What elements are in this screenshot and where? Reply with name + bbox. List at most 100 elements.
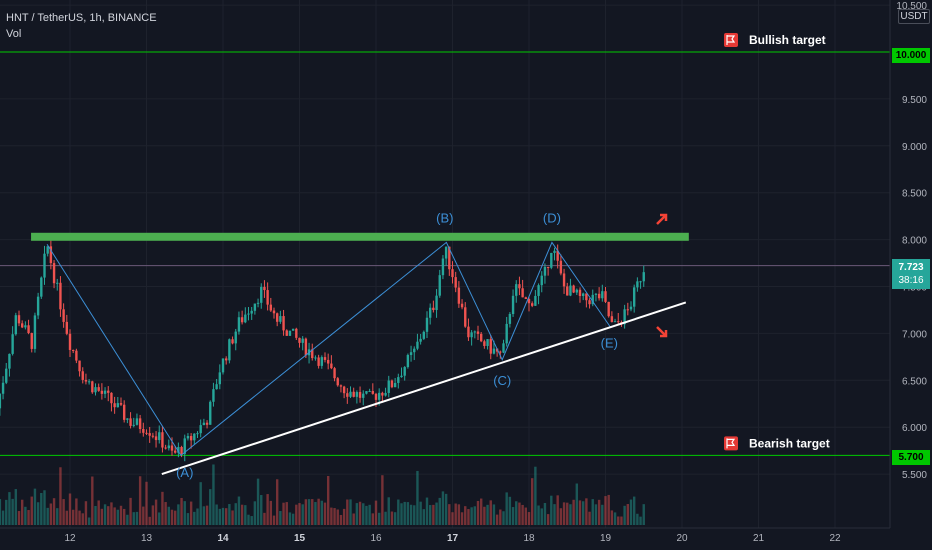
candle-body [518,284,521,289]
volume-bar [346,499,349,525]
wave-label-c: (C) [493,373,511,388]
time-tick-label: 21 [753,533,765,544]
time-tick-label: 12 [64,533,76,544]
candle-body [374,393,378,400]
candle-body [527,298,531,304]
volume-bar [97,500,100,525]
candle-body [52,263,56,284]
candle-body [397,377,400,383]
candle-body [339,385,343,387]
candle-body [607,301,610,317]
volume-bar [228,504,231,525]
candle-body [164,447,167,449]
volume-bar [617,516,620,525]
candle-body [508,314,512,324]
volume-bar [393,512,397,525]
volume-bar [505,492,508,525]
volume-bar [68,493,72,525]
volume-bar [142,506,145,525]
volume-bar [304,499,308,525]
volume-bar [240,504,244,525]
candle-body [275,313,279,322]
volume-bar [626,504,630,525]
candle-body [177,447,180,453]
candle-body [311,349,314,359]
candle-body [591,294,594,305]
candle-body [256,302,260,304]
candle-body [126,418,129,420]
volume-bar [135,511,139,525]
volume-bar [59,467,62,525]
candle-body [167,445,171,449]
candle-body [365,391,368,394]
candle-body [81,371,84,380]
volume-bar [358,501,362,525]
candle-body [588,300,591,305]
volume-bar [352,513,355,525]
candle-body [594,293,598,295]
volume-bar [336,509,339,525]
volume-bar [499,509,502,525]
candle-body [244,314,247,323]
candle-body [435,295,438,311]
volume-bar [52,498,56,525]
volume-bar [518,502,521,525]
volume-bar [406,502,410,525]
volume-bar [285,502,288,525]
volume-bar [543,502,547,525]
candle-body [639,281,642,283]
volume-bar [167,506,171,525]
candle-body [27,325,30,334]
volume-bar [556,495,559,525]
volume-bar [275,479,279,525]
volume-bar [154,499,158,525]
volume-bar [298,503,301,525]
candle-body [129,418,132,426]
candle-body [566,286,569,296]
volume-bar [8,492,11,525]
volume-bar [189,501,193,525]
support-trend-line [161,301,687,476]
volume-bar [416,470,419,525]
candle-body [5,368,8,383]
bearish-level-tag: 5.700 [892,450,930,465]
candle-body [314,357,317,359]
candle-body [371,391,375,394]
volume-bar [508,496,512,525]
flag-icon [724,436,738,451]
candle-body [326,359,330,364]
volume-bar [56,508,59,525]
candle-body [559,260,563,274]
volume-bar [623,505,626,525]
price-tick-label: 9.500 [902,95,927,106]
volume-bar [36,502,40,525]
volume-bar [381,475,384,525]
candle-body [419,338,422,342]
volume-bar [464,506,467,525]
candle-body [59,282,62,310]
candle-body [279,316,282,322]
candle-body [377,392,381,400]
candle-body [224,358,228,361]
volume-bar [377,512,381,525]
candle-body [173,450,177,453]
volume-bar [269,500,273,525]
volume-bar [457,504,461,525]
candle-body [362,393,365,398]
volume-bar [527,512,531,525]
currency-label[interactable]: USDT [898,9,930,24]
candle-body [132,424,135,426]
volume-bars [0,464,645,525]
candle-body [17,315,21,324]
candle-body [199,425,202,434]
time-axis[interactable]: 12 13 14 15 16 17 18 19 20 21 22 [0,527,932,550]
volume-bar [569,504,572,525]
candle-body [384,392,387,396]
candle-body [0,393,2,409]
volume-bar [196,508,199,525]
volume-bar [40,492,43,525]
volume-bar [594,504,598,525]
volume-bar [432,504,435,525]
candle-body [56,282,59,284]
